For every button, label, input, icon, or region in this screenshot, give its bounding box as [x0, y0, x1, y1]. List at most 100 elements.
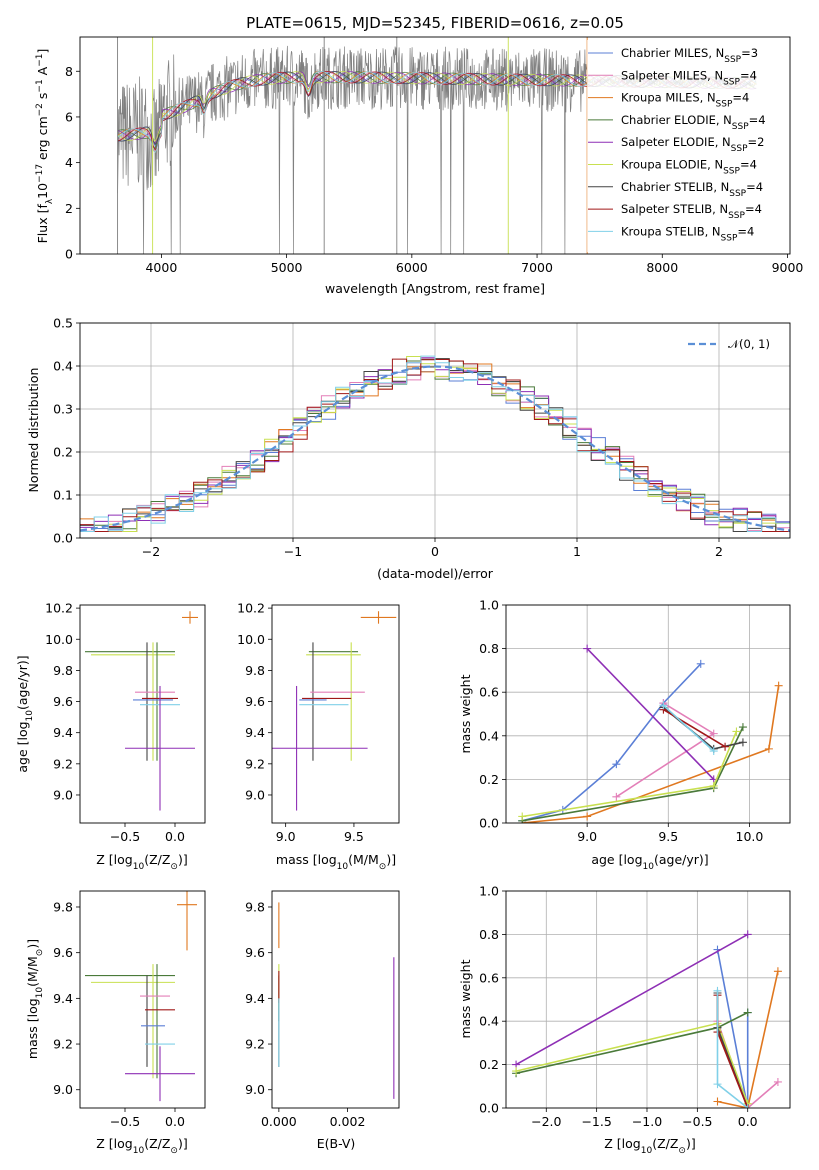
label-part: SSP: [716, 100, 733, 110]
series-point: [743, 1104, 752, 1108]
y-tick-label: 0.4: [479, 728, 499, 743]
y-tick-label: 9.4: [53, 725, 73, 740]
y-axis-label: Flux [fλ10−17 erg cm−2 s−1 A−1]: [35, 49, 55, 244]
label-part: 10: [133, 862, 145, 872]
x-tick-label: 6000: [396, 260, 428, 275]
label-part: ]: [35, 49, 50, 54]
x-tick-label: −2.0: [531, 1114, 561, 1129]
label-part: Salpeter STELIB, N: [621, 202, 728, 216]
label-part: age [log: [591, 852, 642, 867]
y-tick-label: 0.0: [53, 531, 73, 546]
label-part: SSP: [731, 144, 748, 154]
axes-frame: [271, 890, 400, 1109]
series-point: [732, 727, 741, 736]
legend-label: Kroupa ELODIE, NSSP=4: [621, 158, 757, 177]
y-tick-label: 1.0: [479, 884, 499, 899]
label-part: mass [log: [25, 998, 40, 1059]
x-tick-label: 9.5: [658, 829, 678, 844]
series-point: [721, 742, 730, 751]
label-part: Chabrier MILES, N: [621, 46, 724, 60]
axes-Z_weight: −2.0 −1.5 −1.0 −0.5 0.0 0.0 0.2 0.4 0.6 0.8 1.0: [479, 884, 791, 1129]
plot-area: [272, 611, 397, 811]
axes-frame: [79, 322, 791, 539]
y-tick-label: 0.5: [53, 316, 73, 331]
legend-label: Kroupa STELIB, NSSP=4: [621, 224, 754, 243]
label-part: =4: [740, 68, 757, 82]
axes-frame: [79, 890, 206, 1109]
x-tick-label: −0.5: [110, 1114, 140, 1129]
axes-frame: [79, 604, 206, 824]
y-tick-label: 9.4: [245, 991, 265, 1006]
label-part: =2: [748, 135, 765, 149]
y-tick-label: 0.2: [479, 1057, 499, 1072]
label-part: Z [log: [96, 852, 132, 867]
label-part: SSP: [724, 55, 741, 65]
label-part: Salpeter ELODIE, N: [621, 135, 731, 149]
label-part: Kroupa ELODIE, N: [621, 158, 723, 172]
x-tick-label: 5000: [271, 260, 303, 275]
series-point: [709, 781, 718, 790]
series-point: [713, 1097, 722, 1106]
x-tick-label: 4000: [145, 260, 177, 275]
x-tick-label: 9.0: [276, 829, 296, 844]
label-part: (Z/Z: [144, 1136, 170, 1151]
label-part: Chabrier ELODIE, N: [621, 113, 732, 127]
plot-area: [518, 644, 783, 823]
x-axis-label: E(B-V): [317, 1136, 356, 1151]
series-line: [716, 949, 749, 1108]
label-part: =4: [732, 91, 749, 105]
label-part: Salpeter MILES, N: [621, 68, 723, 82]
axes-ebv_mass: 0.000 0.002 9.0 9.2 9.4 9.6 9.8: [245, 890, 400, 1129]
y-tick-label: 10.0: [237, 632, 265, 647]
y-axis-label: mass weight: [458, 674, 473, 753]
series-line: [515, 1022, 749, 1104]
y-tick-label: 0.2: [53, 445, 73, 460]
x-tick-label: 0: [431, 544, 439, 559]
label-part: λ: [45, 198, 55, 204]
x-axis-label: wavelength [Angstrom, rest frame]: [325, 281, 545, 296]
legend-background: [587, 40, 787, 252]
y-tick-label: 9.2: [53, 756, 73, 771]
label-part: age [log: [15, 721, 30, 772]
y-tick-label: 9.8: [245, 899, 265, 914]
series-point: [764, 744, 773, 753]
y-tick-label: 9.2: [245, 1037, 265, 1052]
y-axis-label: mass [log10(M/M⊙)]: [25, 939, 45, 1059]
x-tick-label: −1.0: [632, 1114, 662, 1129]
label-part: )]: [178, 1136, 188, 1151]
label-part: =4: [746, 180, 763, 194]
label-part: =4: [745, 202, 762, 216]
axes-Z_age: −0.5 0.0 9.0 9.2 9.4 9.6 9.8 10.0 10.2: [45, 601, 206, 844]
y-tick-label: 4: [65, 155, 73, 170]
axes-frame: [79, 36, 791, 255]
series-point: [659, 701, 668, 710]
x-tick-label: 1: [573, 544, 581, 559]
x-tick-label: −0.5: [110, 829, 140, 844]
x-tick-label: 9.0: [577, 829, 597, 844]
y-axis-label: Normed distribution: [26, 368, 41, 493]
plot-area: [85, 611, 198, 811]
y-tick-label: 9.2: [245, 756, 265, 771]
label-part: Chabrier STELIB, N: [621, 180, 729, 194]
label-part: Flux [f: [35, 204, 50, 244]
label-part: 10: [25, 710, 35, 722]
y-tick-label: 9.6: [245, 945, 265, 960]
y-tick-label: 10.2: [45, 601, 73, 616]
plot-area: [278, 902, 395, 1099]
axes-age_weight: 9.0 9.5 10.0 0.0 0.2 0.4 0.6 0.8 1.0: [479, 598, 791, 844]
y-tick-label: 0.1: [53, 488, 73, 503]
y-axis-label: age [log10(age/yr)]: [15, 655, 35, 772]
label-part: 10: [35, 987, 45, 999]
x-tick-label: 10.0: [736, 829, 764, 844]
label-part: (age/yr)]: [654, 852, 709, 867]
legend-label: Chabrier STELIB, NSSP=4: [621, 180, 763, 199]
y-tick-label: 0.6: [479, 685, 499, 700]
label-part: A: [35, 66, 50, 79]
label-part: SSP: [729, 189, 746, 199]
series-point: [774, 681, 783, 690]
y-tick-label: 9.8: [53, 663, 73, 678]
histogram-series: [80, 355, 790, 532]
axes-residuals: −2 −1 0 1 2 0.0 0.1 0.2 0.3 0.4 0.5 𝒩(0, 1): [53, 316, 791, 559]
plot-area: [80, 355, 790, 532]
y-tick-label: 9.0: [53, 1082, 73, 1097]
